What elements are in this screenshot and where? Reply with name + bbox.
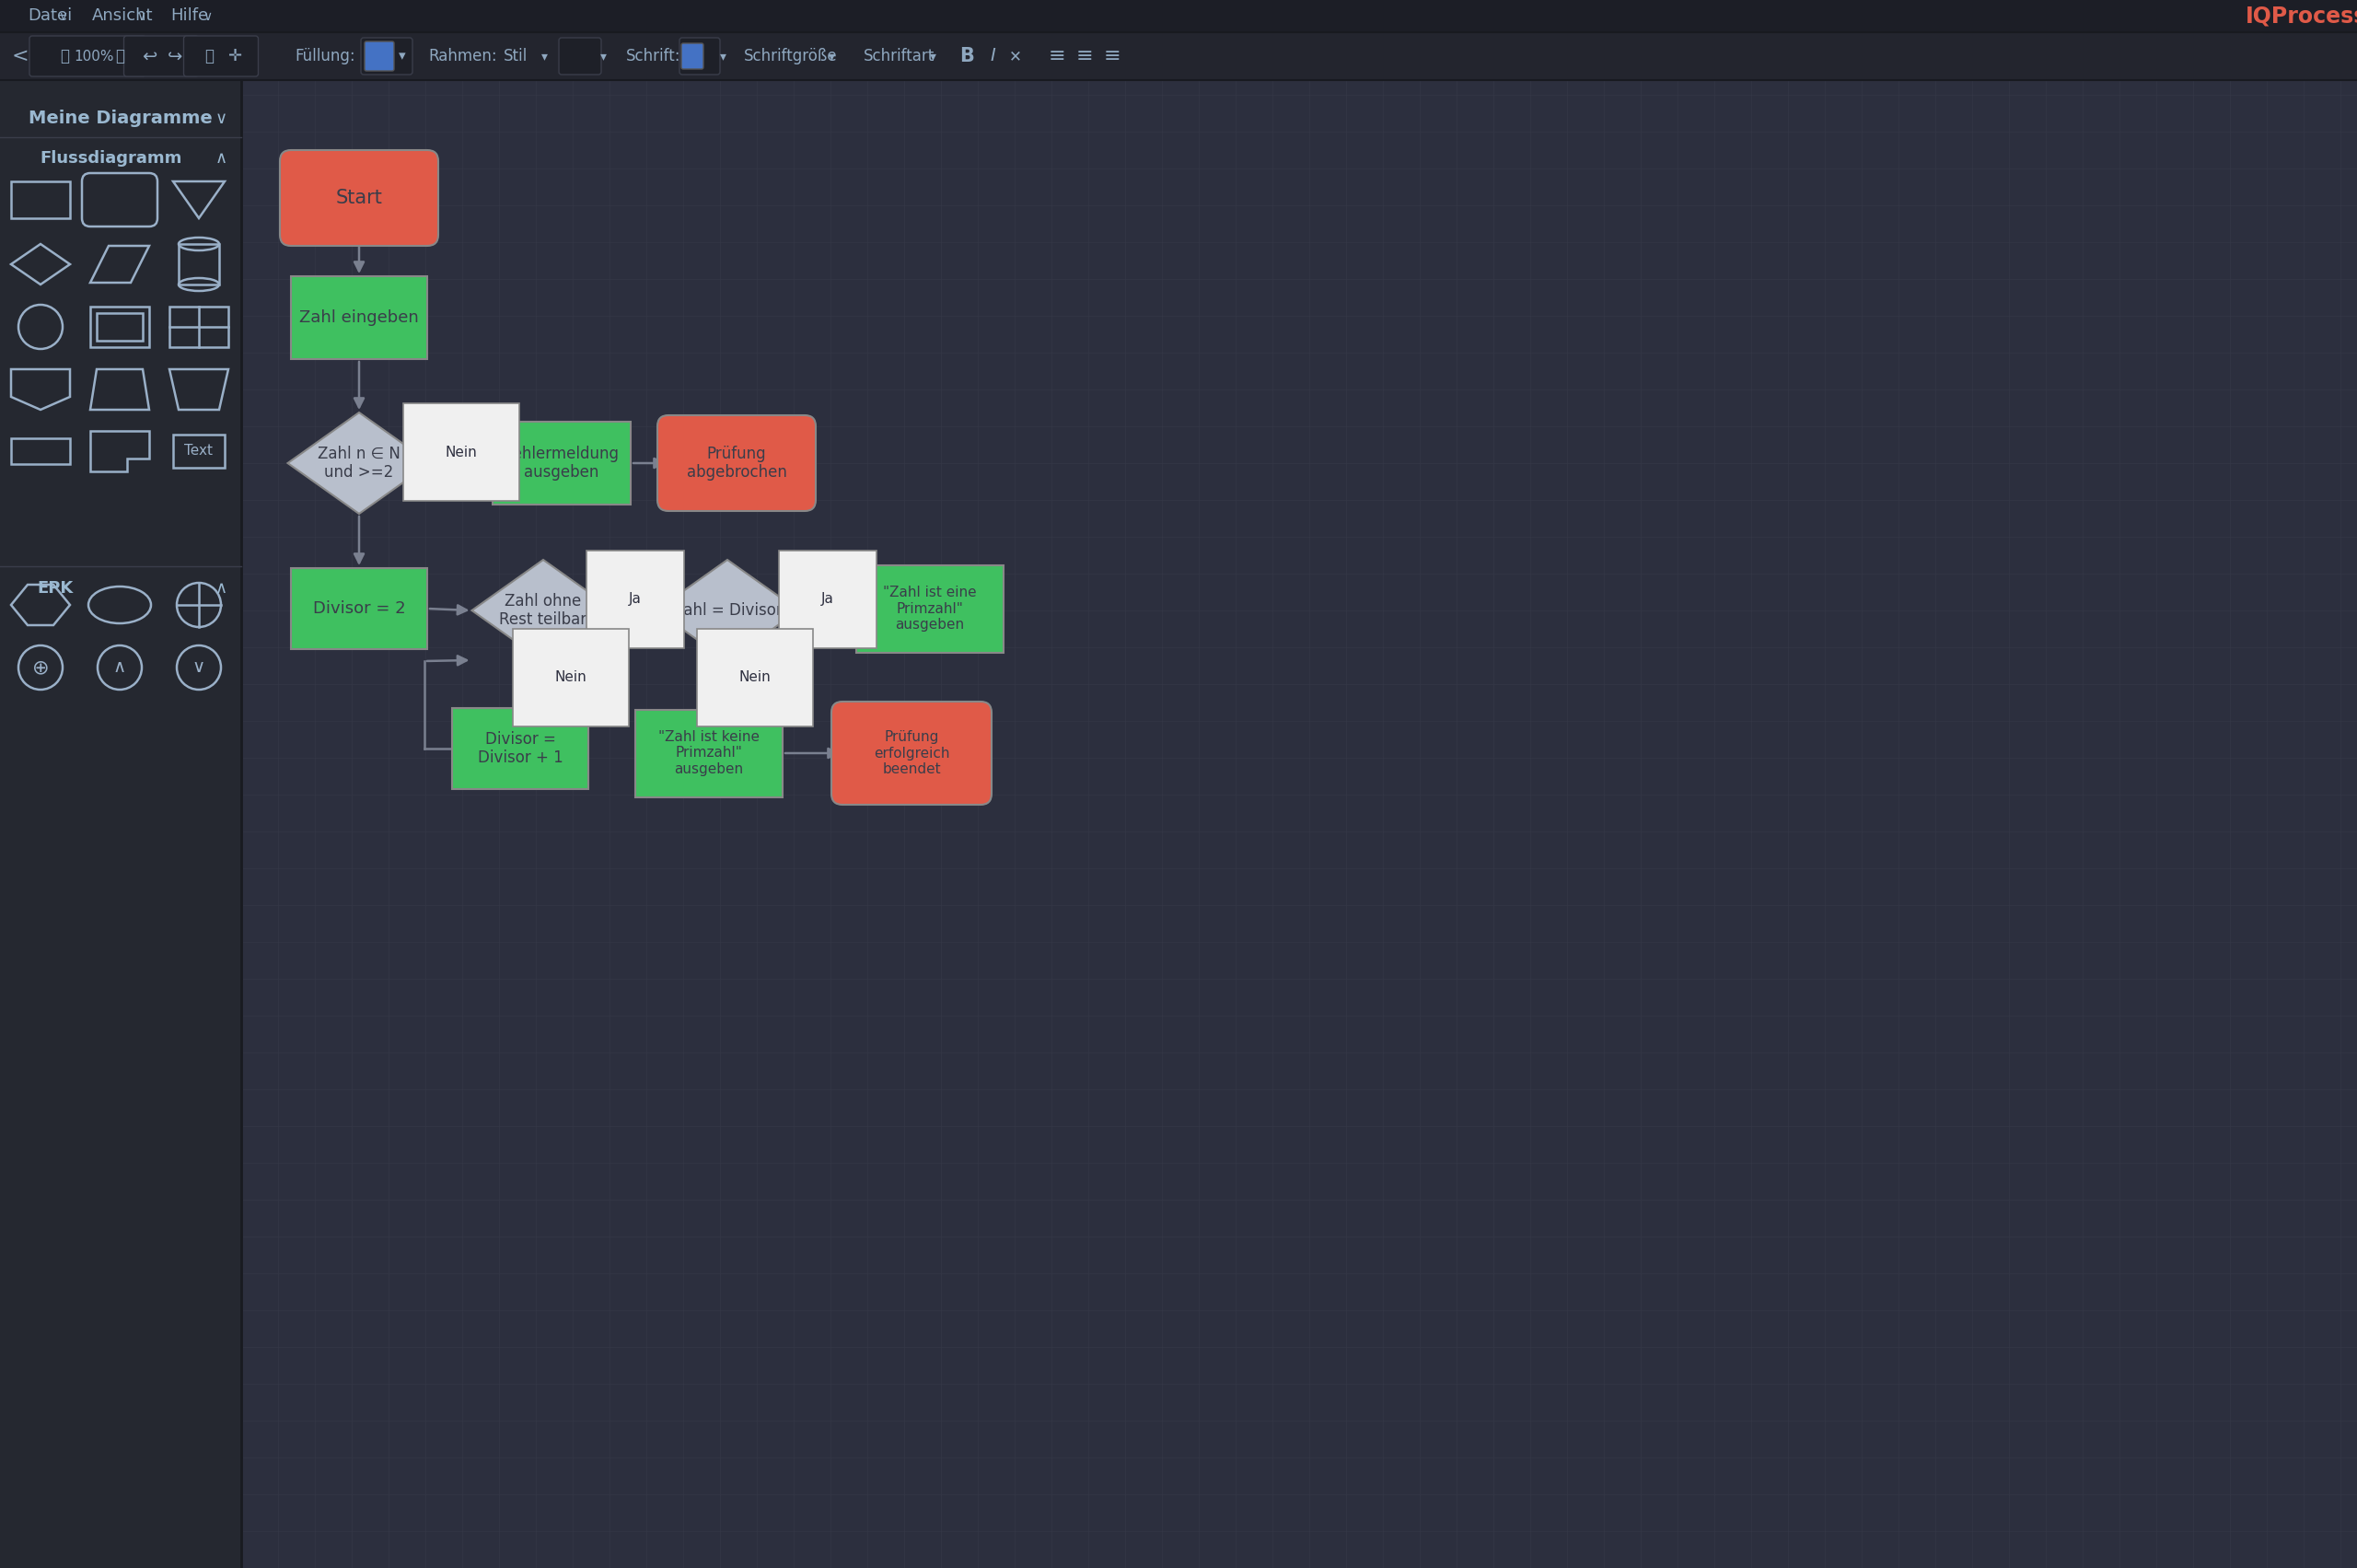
FancyBboxPatch shape (658, 416, 816, 511)
Text: ∧: ∧ (214, 580, 229, 597)
Text: ↩: ↩ (141, 47, 156, 64)
FancyBboxPatch shape (361, 38, 412, 75)
Text: Schriftgröße: Schriftgröße (745, 49, 837, 64)
Text: 🔍: 🔍 (115, 49, 125, 64)
Text: Divisor =
Divisor + 1: Divisor = Divisor + 1 (478, 731, 563, 767)
Text: Nein: Nein (740, 671, 771, 685)
Text: Start: Start (335, 188, 382, 207)
Text: ∨: ∨ (59, 9, 68, 22)
Text: "Zahl ist keine
Primzahl"
ausgeben: "Zahl ist keine Primzahl" ausgeben (658, 731, 759, 776)
Text: ∨: ∨ (193, 659, 205, 676)
Bar (170, 307, 229, 347)
Text: Prüfung
abgebrochen: Prüfung abgebrochen (686, 445, 787, 481)
Polygon shape (288, 412, 431, 514)
Bar (97, 314, 144, 340)
Polygon shape (471, 560, 615, 662)
Text: ≡: ≡ (1103, 47, 1122, 66)
Text: ∨: ∨ (203, 9, 212, 22)
Text: Zahl = Divisor: Zahl = Divisor (672, 602, 783, 619)
Text: Flussdiagramm: Flussdiagramm (40, 151, 181, 166)
Text: 🔍: 🔍 (59, 49, 68, 64)
Text: "Zahl ist eine
Primzahl"
ausgeben: "Zahl ist eine Primzahl" ausgeben (884, 586, 976, 632)
FancyBboxPatch shape (559, 38, 601, 75)
FancyBboxPatch shape (679, 38, 719, 75)
Text: ≡: ≡ (1049, 47, 1065, 66)
Text: ▾: ▾ (601, 50, 606, 63)
Bar (172, 434, 224, 467)
Bar (290, 276, 427, 359)
Text: Ja: Ja (820, 593, 834, 607)
Text: ✕: ✕ (1009, 49, 1023, 64)
Text: Prüfung
erfolgreich
beendet: Prüfung erfolgreich beendet (874, 731, 950, 776)
Text: Fehlermeldung
ausgeben: Fehlermeldung ausgeben (504, 445, 618, 481)
Text: Rahmen:: Rahmen: (429, 49, 497, 64)
Text: ↪: ↪ (167, 47, 181, 64)
Text: ∧: ∧ (113, 659, 127, 676)
Text: Hilfe: Hilfe (170, 8, 207, 25)
Text: Zahl n ∈ N
und >=2: Zahl n ∈ N und >=2 (318, 445, 401, 481)
FancyBboxPatch shape (365, 41, 394, 71)
Bar (0, 33, 2357, 80)
Text: ▾: ▾ (830, 50, 834, 63)
Bar (0, 80, 240, 1568)
Bar (493, 422, 632, 505)
Text: ▾: ▾ (931, 50, 936, 63)
Text: Schrift:: Schrift: (627, 49, 681, 64)
Text: ∨: ∨ (137, 9, 146, 22)
Bar (636, 709, 783, 797)
Bar (12, 182, 71, 218)
FancyBboxPatch shape (280, 151, 438, 246)
Text: ▾: ▾ (542, 50, 547, 63)
Text: Stil: Stil (504, 49, 528, 64)
Text: IQProcess: IQProcess (2246, 5, 2357, 27)
FancyBboxPatch shape (125, 36, 198, 77)
Text: Ansicht: Ansicht (92, 8, 153, 25)
Polygon shape (655, 560, 799, 662)
Text: ∨: ∨ (214, 110, 229, 127)
Bar (90, 307, 148, 347)
Text: ▾: ▾ (719, 50, 726, 63)
Text: ⊕: ⊕ (33, 659, 49, 677)
Text: Schriftart: Schriftart (863, 49, 936, 64)
Text: ⬜: ⬜ (205, 49, 214, 64)
Text: Nein: Nein (445, 445, 478, 459)
FancyBboxPatch shape (184, 36, 259, 77)
Text: Meine Diagramme: Meine Diagramme (28, 110, 212, 127)
Text: Divisor = 2: Divisor = 2 (313, 601, 405, 616)
Bar (0, 0, 2357, 33)
FancyBboxPatch shape (681, 44, 702, 69)
Text: Text: Text (184, 444, 212, 458)
Bar (856, 564, 1004, 652)
Text: Nein: Nein (554, 671, 587, 685)
Text: <: < (12, 47, 28, 66)
Text: ∧: ∧ (214, 151, 229, 166)
Bar (453, 709, 589, 789)
Text: ≡: ≡ (1077, 47, 1094, 66)
Text: ✛: ✛ (229, 49, 243, 64)
Text: 100%: 100% (73, 49, 113, 63)
Bar (240, 80, 2357, 1568)
Text: I: I (990, 47, 995, 64)
Text: ▾: ▾ (398, 49, 405, 63)
Text: Ja: Ja (629, 593, 641, 607)
Bar (12, 439, 71, 464)
Bar (290, 568, 427, 649)
Text: Zahl ohne
Rest teilbar: Zahl ohne Rest teilbar (500, 593, 587, 629)
FancyBboxPatch shape (832, 701, 992, 804)
Bar (179, 245, 219, 284)
FancyBboxPatch shape (28, 36, 146, 77)
Text: B: B (959, 47, 973, 66)
Text: Zahl eingeben: Zahl eingeben (299, 309, 420, 326)
Text: Datei: Datei (28, 8, 73, 25)
Text: EPK: EPK (38, 580, 73, 597)
Text: Füllung:: Füllung: (295, 49, 356, 64)
